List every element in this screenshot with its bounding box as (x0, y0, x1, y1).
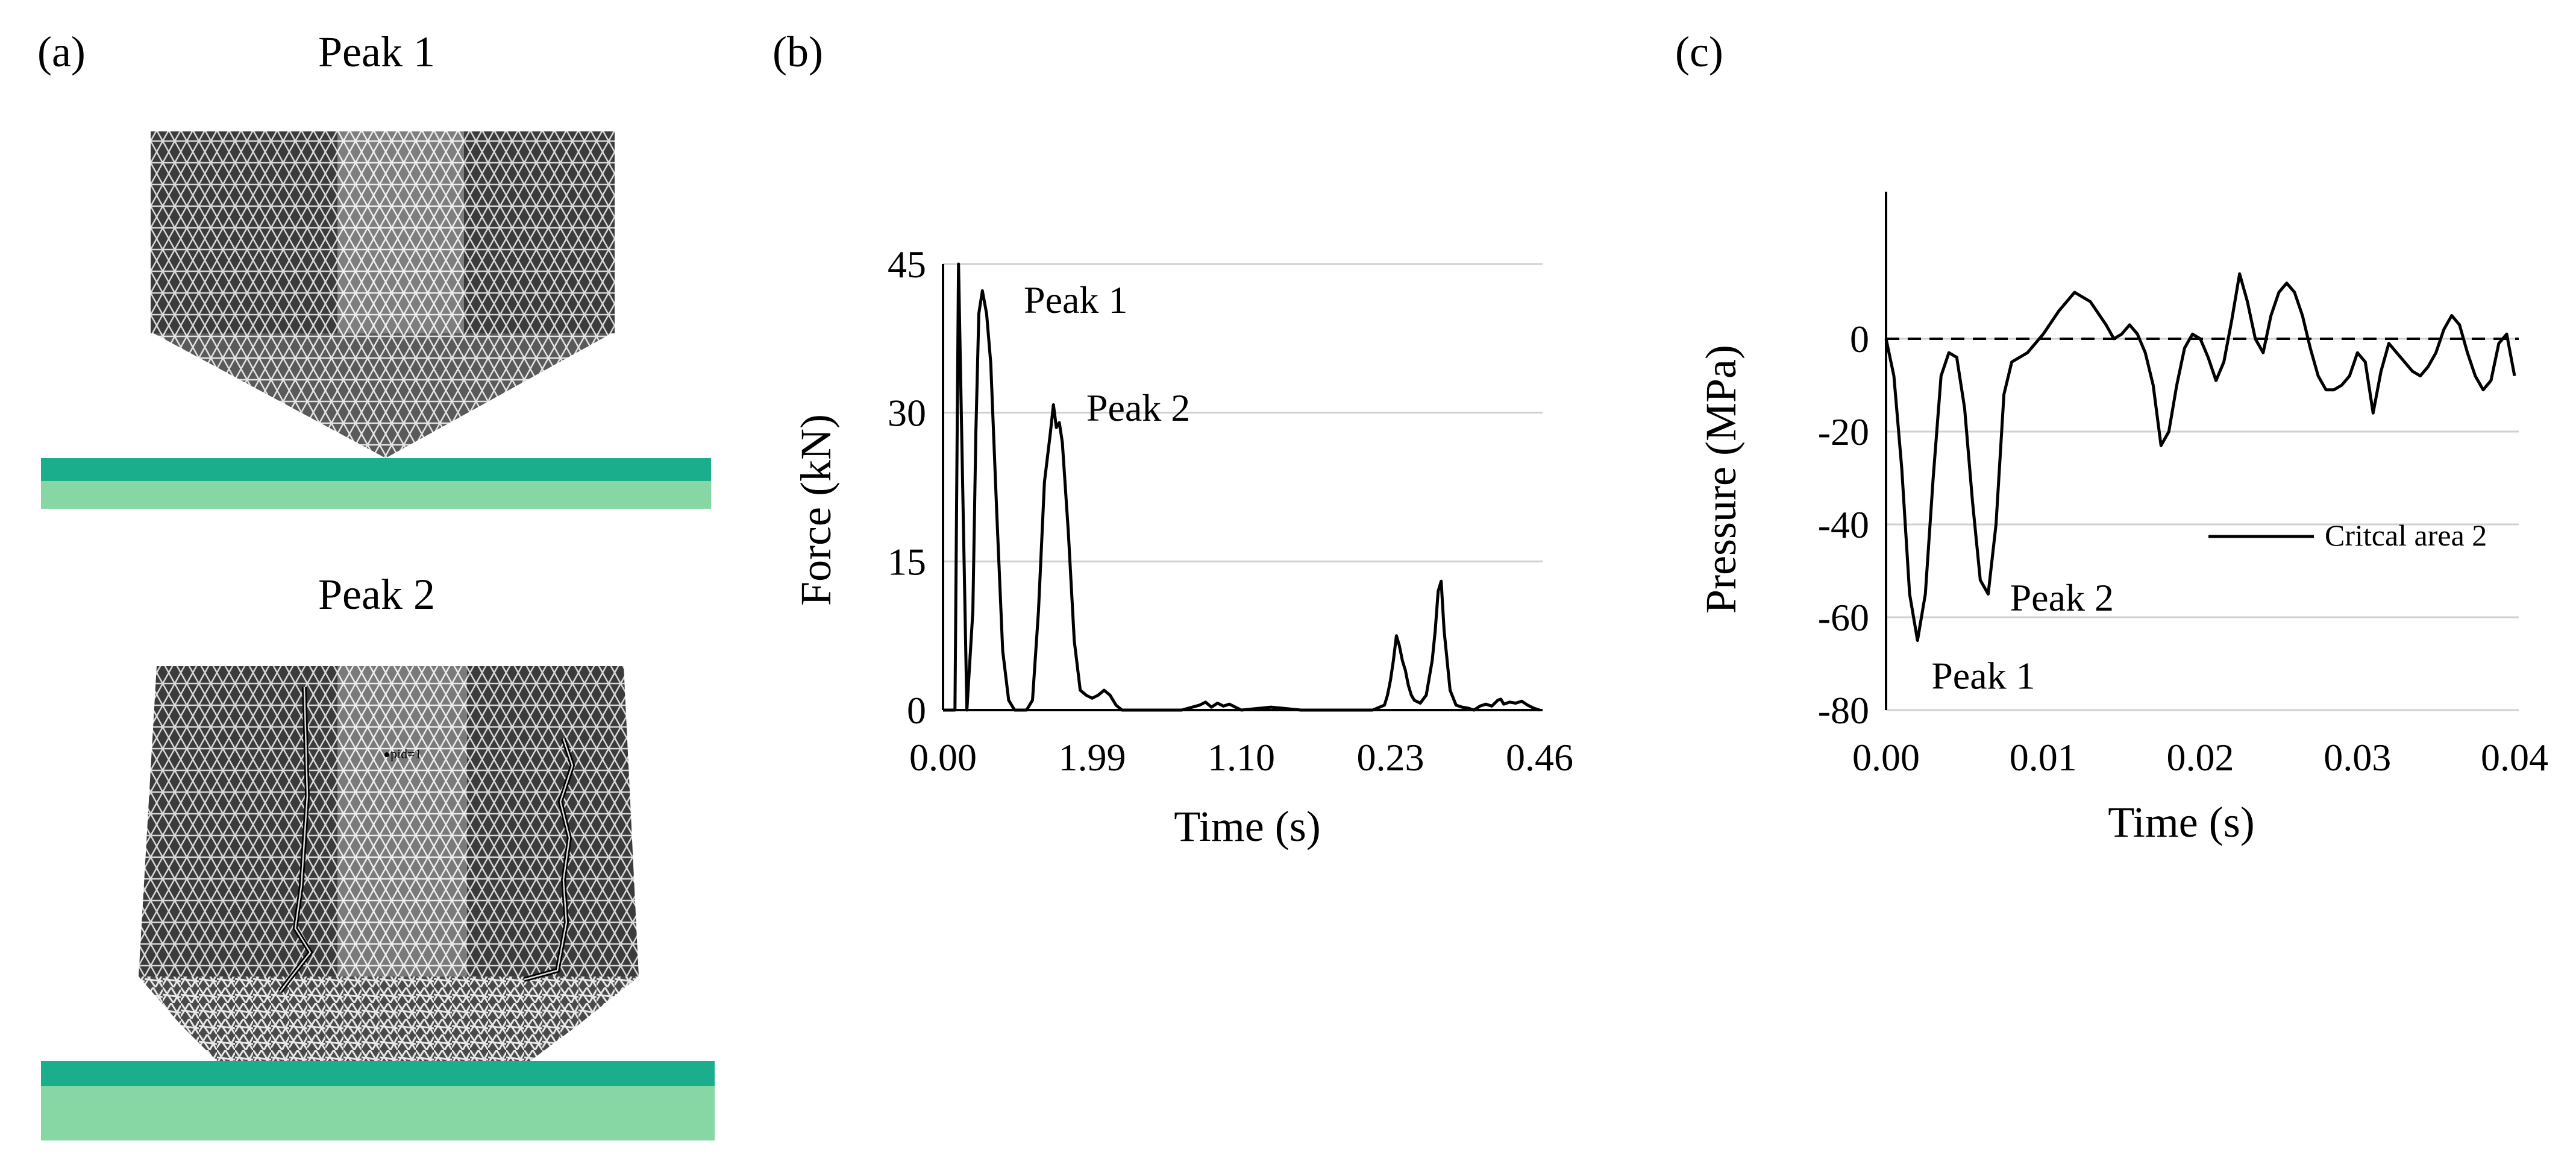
annotation-label: Peak 1 (1024, 278, 1127, 321)
annotation-label: Peak 1 (1931, 655, 2035, 697)
chart-b-axes (942, 264, 1543, 711)
peak2-crack-left-inner (280, 687, 312, 992)
peak2-crack-right-inner (524, 738, 574, 981)
peak2-cylinder-highlight (337, 666, 467, 980)
y-tick-label: -80 (1818, 689, 1869, 732)
peak2-plate-bottom (41, 1086, 715, 1140)
peak1-plate-bottom (41, 481, 711, 509)
y-tick-label: 0 (907, 689, 926, 732)
x-tick-label: 1.99 (1059, 736, 1126, 779)
chart-c-x-axis-label: Time (s) (2108, 798, 2254, 846)
y-tick-label: -20 (1818, 410, 1869, 453)
chart-b-x-axis-label: Time (s) (1174, 802, 1320, 851)
chart-c: (c) 0 -20 -40 -60 -80 0.00 0.01 0.02 0.03 0.04 P… (1675, 28, 2548, 846)
chart-c-series (1884, 272, 2516, 642)
chart-b-y-ticks: 0 15 30 45 (888, 243, 926, 732)
x-tick-label: 0.02 (2167, 736, 2234, 779)
y-tick-label: 0 (1850, 318, 1869, 360)
chart-b-gridlines (943, 263, 1543, 711)
x-tick-label: 0.46 (1506, 736, 1573, 779)
chart-c-x-ticks: 0.00 0.01 0.02 0.03 0.04 (1852, 736, 2548, 779)
peak2-marker-label: pid=1 (390, 746, 422, 761)
annotation-label: Peak 2 (2010, 576, 2114, 619)
x-tick-label: 0.00 (1852, 736, 1920, 779)
x-tick-label: 0.03 (2324, 736, 2391, 779)
chart-c-annotations: Peak 1 Peak 2 (1931, 576, 2114, 697)
panel-a: (a) Peak 1 Peak 2 pid=1 (37, 28, 715, 1140)
chart-c-axes (1885, 192, 2519, 710)
x-tick-label: 0.01 (2010, 736, 2077, 779)
y-tick-label: 30 (888, 392, 926, 435)
peak2-simulation-image: pid=1 (41, 666, 715, 1140)
y-tick-label: -40 (1818, 503, 1869, 546)
panel-a-label: (a) (37, 28, 86, 76)
peak1-cone-tip (154, 333, 612, 458)
chart-b-series (943, 262, 1540, 712)
peak2-marker-dot (384, 752, 389, 757)
x-tick-label: 0.23 (1357, 736, 1424, 779)
peak1-plate-top (41, 458, 711, 481)
chart-c-legend: Critcal area 2 (2208, 518, 2487, 552)
chart-c-y-ticks: 0 -20 -40 -60 -80 (1818, 318, 1869, 732)
series-line-0 (943, 262, 1540, 712)
x-tick-label: 0.00 (909, 736, 977, 779)
peak2-crushed-tip (139, 977, 639, 1061)
chart-b-annotations: Peak 1 Peak 2 (1024, 278, 1190, 429)
y-tick-label: 45 (888, 243, 926, 286)
panel-a-top-title: Peak 1 (318, 28, 435, 76)
x-tick-label: 0.04 (2481, 736, 2548, 779)
chart-b-panel-label: (b) (772, 28, 823, 76)
chart-c-legend-label: Critcal area 2 (2325, 518, 2487, 552)
x-tick-label: 1.10 (1208, 736, 1275, 779)
panel-a-bottom-title: Peak 2 (318, 570, 435, 618)
chart-c-y-axis-label: Pressure (MPa) (1697, 345, 1745, 614)
chart-b-x-ticks: 0.00 1.99 1.10 0.23 0.46 (909, 736, 1573, 779)
peak2-plate-top (41, 1061, 715, 1086)
peak1-simulation-image (41, 131, 711, 509)
series-line-0 (1884, 272, 2516, 642)
annotation-label: Peak 2 (1086, 386, 1190, 429)
peak1-cylinder-highlight (337, 131, 464, 333)
y-tick-label: 15 (888, 540, 926, 583)
chart-b-y-axis-label: Force (kN) (792, 414, 840, 606)
chart-c-panel-label: (c) (1675, 28, 1723, 76)
y-tick-label: -60 (1818, 596, 1869, 639)
